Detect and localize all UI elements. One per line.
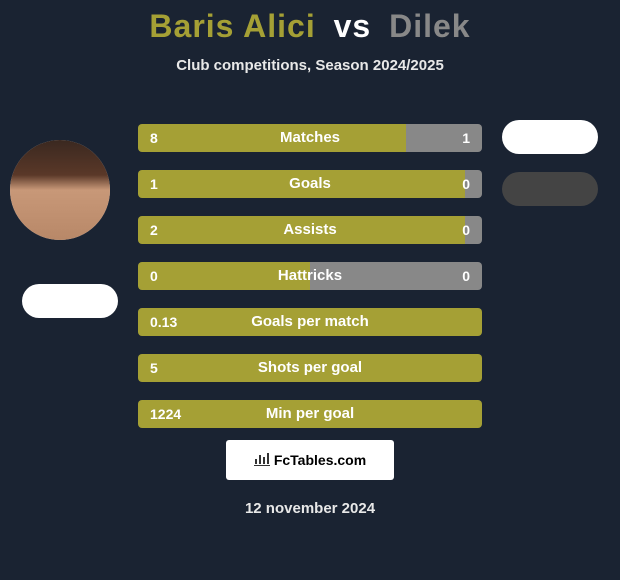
stat-value-right: 1 (462, 124, 470, 152)
stat-label: Assists (138, 216, 482, 244)
stats-bars: Matches81Goals10Assists20Hattricks00Goal… (138, 124, 482, 446)
site-logo: FcTables.com (226, 440, 394, 480)
subtitle: Club competitions, Season 2024/2025 (0, 57, 620, 74)
stat-label: Shots per goal (138, 354, 482, 382)
player2-flag (502, 120, 598, 154)
logo-text: FcTables.com (274, 452, 366, 468)
player2-name: Dilek (389, 8, 470, 44)
player2-flag-2 (502, 172, 598, 206)
stat-row-shots-per-goal: Shots per goal5 (138, 354, 482, 382)
stat-label: Goals (138, 170, 482, 198)
stat-row-goals: Goals1 0 (138, 170, 482, 198)
vs-text: vs (334, 8, 372, 44)
stat-value-left: 0 (150, 262, 158, 290)
chart-icon (254, 452, 270, 469)
date-text: 12 november 2024 (0, 500, 620, 517)
stat-label: Matches (138, 124, 482, 152)
player1-avatar (10, 140, 110, 240)
stat-value-left: 1224 (150, 400, 181, 428)
stat-value-right: 0 (462, 170, 470, 198)
stat-value-left: 0.13 (150, 308, 177, 336)
stat-row-matches: Matches8 1 (138, 124, 482, 152)
comparison-title: Baris Alici vs Dilek (0, 8, 620, 45)
stat-value-right: 0 (462, 262, 470, 290)
stat-label: Min per goal (138, 400, 482, 428)
stat-value-left: 8 (150, 124, 158, 152)
stat-value-left: 1 (150, 170, 158, 198)
stat-value-left: 2 (150, 216, 158, 244)
player1-name: Baris Alici (149, 8, 315, 44)
stat-row-min-per-goal: Min per goal1224 (138, 400, 482, 428)
stat-row-hattricks: Hattricks0 0 (138, 262, 482, 290)
stat-label: Goals per match (138, 308, 482, 336)
stat-label: Hattricks (138, 262, 482, 290)
stat-row-assists: Assists2 0 (138, 216, 482, 244)
stat-row-goals-per-match: Goals per match0.13 (138, 308, 482, 336)
player1-flag (22, 284, 118, 318)
stat-value-right: 0 (462, 216, 470, 244)
stat-value-left: 5 (150, 354, 158, 382)
